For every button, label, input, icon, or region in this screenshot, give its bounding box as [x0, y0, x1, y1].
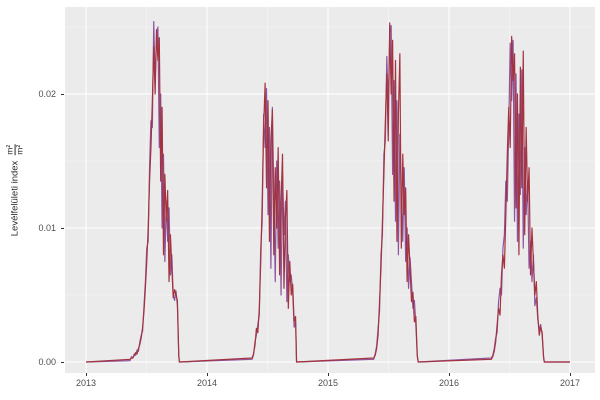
y-axis-tick-mark — [61, 362, 64, 363]
x-axis-tick-label: 2017 — [559, 378, 580, 388]
y-axis-tick-label: 0.01 — [38, 222, 56, 233]
y-axis-tick-label: 0.00 — [38, 357, 56, 367]
x-axis-tick-mark — [207, 373, 209, 376]
y-axis-tick-label: 0.02 — [38, 88, 56, 99]
series-line-lai-red — [86, 22, 570, 363]
y-axis-unit-fraction: m² m² — [5, 143, 25, 156]
chart-svg — [65, 7, 595, 373]
x-axis-tick-mark — [328, 373, 329, 376]
x-axis-tick-label: 2016 — [438, 378, 459, 388]
x-axis-tick-label: 2015 — [317, 378, 339, 388]
x-axis-tick-label: 2013 — [76, 378, 97, 388]
x-axis-tick-mark — [448, 373, 450, 376]
plot-panel — [65, 7, 595, 373]
x-axis-tick-mark — [86, 373, 88, 376]
y-axis-tick-mark — [61, 93, 64, 95]
x-axis-tick-label: 2014 — [197, 378, 218, 388]
y-axis-tick-mark — [61, 227, 64, 229]
y-axis-unit-denominator: m² — [14, 144, 25, 155]
x-axis-tick-mark — [569, 373, 571, 376]
